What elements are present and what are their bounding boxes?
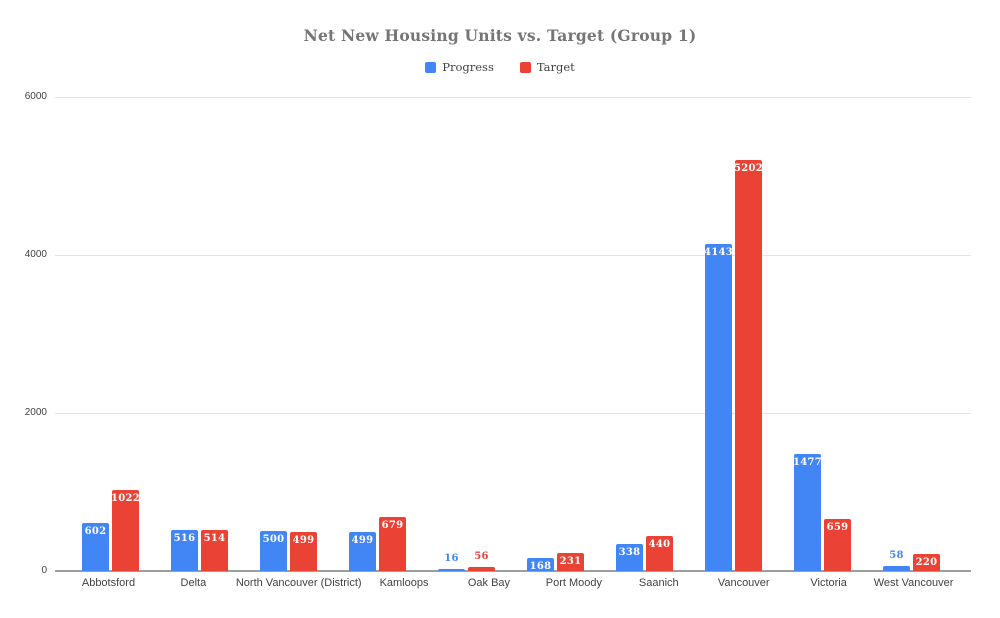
- bar-group-saanich: 338 440: [600, 97, 689, 571]
- bar-value-label: 16: [444, 553, 459, 564]
- bar-progress-west-vancouver[interactable]: 58: [883, 550, 910, 571]
- bar-group-west-vancouver: 58 220: [867, 97, 956, 571]
- bar-value-label: 514: [203, 533, 226, 544]
- gridline: [55, 255, 971, 256]
- legend-swatch-icon: [425, 61, 437, 73]
- bar-value-label: 659: [826, 522, 849, 533]
- x-axis-label-delta: Delta: [180, 577, 207, 589]
- x-axis-label-saanich: Saanich: [638, 577, 679, 589]
- bar-value-label: 231: [559, 556, 582, 567]
- gridline: [55, 97, 971, 98]
- bar-value-label: 58: [889, 550, 904, 561]
- bar-target-saanich[interactable]: 440: [646, 536, 673, 571]
- legend: Progress Target: [0, 60, 1000, 74]
- bar-target-oak-bay[interactable]: 56: [468, 551, 495, 571]
- bar-value-label: 1477: [792, 457, 823, 468]
- bar-value-label: 440: [648, 539, 671, 550]
- bar-progress-victoria[interactable]: 1477: [793, 454, 822, 571]
- bar-value-label: 602: [84, 526, 107, 537]
- x-axis-label-oak-bay: Oak Bay: [467, 577, 511, 589]
- bar-value-label: 499: [292, 535, 315, 546]
- bar-group-vancouver: 4143 5202: [689, 97, 778, 571]
- plot-area: [55, 97, 971, 572]
- bar-value-label: 5202: [733, 163, 764, 174]
- legend-item-progress[interactable]: Progress: [425, 60, 494, 74]
- bar-value-label: 500: [262, 534, 285, 545]
- bar-target-vancouver[interactable]: 5202: [734, 160, 763, 571]
- legend-label: Progress: [442, 60, 494, 74]
- bar-value-label: 168: [529, 561, 552, 572]
- bar-target-abbotsford[interactable]: 1022: [111, 490, 140, 571]
- bar-target-west-vancouver[interactable]: 220: [913, 554, 940, 571]
- chart-title: Net New Housing Units vs. Target (Group …: [303, 26, 697, 45]
- bar-value-label: 4143: [703, 247, 734, 258]
- x-axis-line: [55, 570, 971, 572]
- bar-progress-delta[interactable]: 516: [171, 530, 198, 571]
- bar-group-victoria: 1477 659: [778, 97, 867, 571]
- bar-progress-port-moody[interactable]: 168: [527, 558, 554, 572]
- bar-target-north-vancouver-district[interactable]: 499: [290, 532, 317, 571]
- x-axis-label-north-vancouver-district: North Vancouver (District): [235, 577, 362, 589]
- x-axis-label-west-vancouver: West Vancouver: [873, 577, 954, 589]
- bar-value-label: 679: [381, 520, 404, 531]
- bars-row: 602 1022 516 514 500 499 499 679 16 56 168 231 338 44…: [66, 97, 956, 572]
- bar-value-label: 338: [618, 547, 641, 558]
- bar-group-kamloops: 499 679: [333, 97, 422, 571]
- bar-group-north-vancouver-district: 500 499: [244, 97, 333, 571]
- bar-progress-kamloops[interactable]: 499: [349, 532, 376, 571]
- x-axis-label-abbotsford: Abbotsford: [81, 577, 136, 589]
- bar-progress-abbotsford[interactable]: 602: [82, 523, 109, 571]
- gridline: [55, 413, 971, 414]
- y-axis-tick-label: 6000: [24, 91, 47, 102]
- bar-target-kamloops[interactable]: 679: [379, 517, 406, 571]
- x-axis-label-kamloops: Kamloops: [379, 577, 429, 589]
- y-axis-tick-label: 2000: [24, 407, 47, 418]
- bar-value-label: 56: [474, 551, 489, 562]
- bar-progress-north-vancouver-district[interactable]: 500: [260, 531, 287, 571]
- bar-group-abbotsford: 602 1022: [66, 97, 155, 571]
- x-axis-labels: Abbotsford Delta North Vancouver (District…: [66, 577, 956, 589]
- bar-target-port-moody[interactable]: 231: [557, 553, 584, 571]
- bar-group-oak-bay: 16 56: [422, 97, 511, 571]
- x-axis-label-port-moody: Port Moody: [545, 577, 602, 589]
- bar-value-label: 516: [173, 533, 196, 544]
- x-axis-label-victoria: Victoria: [810, 577, 847, 589]
- bar-value-label: 1022: [110, 493, 141, 504]
- legend-label: Target: [536, 60, 575, 74]
- x-axis-label-vancouver: Vancouver: [717, 577, 770, 589]
- bar-progress-vancouver[interactable]: 4143: [704, 244, 733, 571]
- bar-value-label: 499: [351, 535, 374, 546]
- bar-group-delta: 516 514: [155, 97, 244, 571]
- bar-target-victoria[interactable]: 659: [824, 519, 851, 571]
- bar-value-label: 220: [915, 557, 938, 568]
- bar-progress-saanich[interactable]: 338: [616, 544, 643, 571]
- bar-target-delta[interactable]: 514: [201, 530, 228, 571]
- bar-progress-oak-bay[interactable]: 16: [438, 553, 465, 571]
- legend-item-target[interactable]: Target: [519, 60, 575, 74]
- y-axis-tick-label: 4000: [24, 249, 47, 260]
- legend-swatch-icon: [519, 61, 531, 73]
- y-axis-tick-label: 0: [41, 565, 47, 576]
- bar-group-port-moody: 168 231: [511, 97, 600, 572]
